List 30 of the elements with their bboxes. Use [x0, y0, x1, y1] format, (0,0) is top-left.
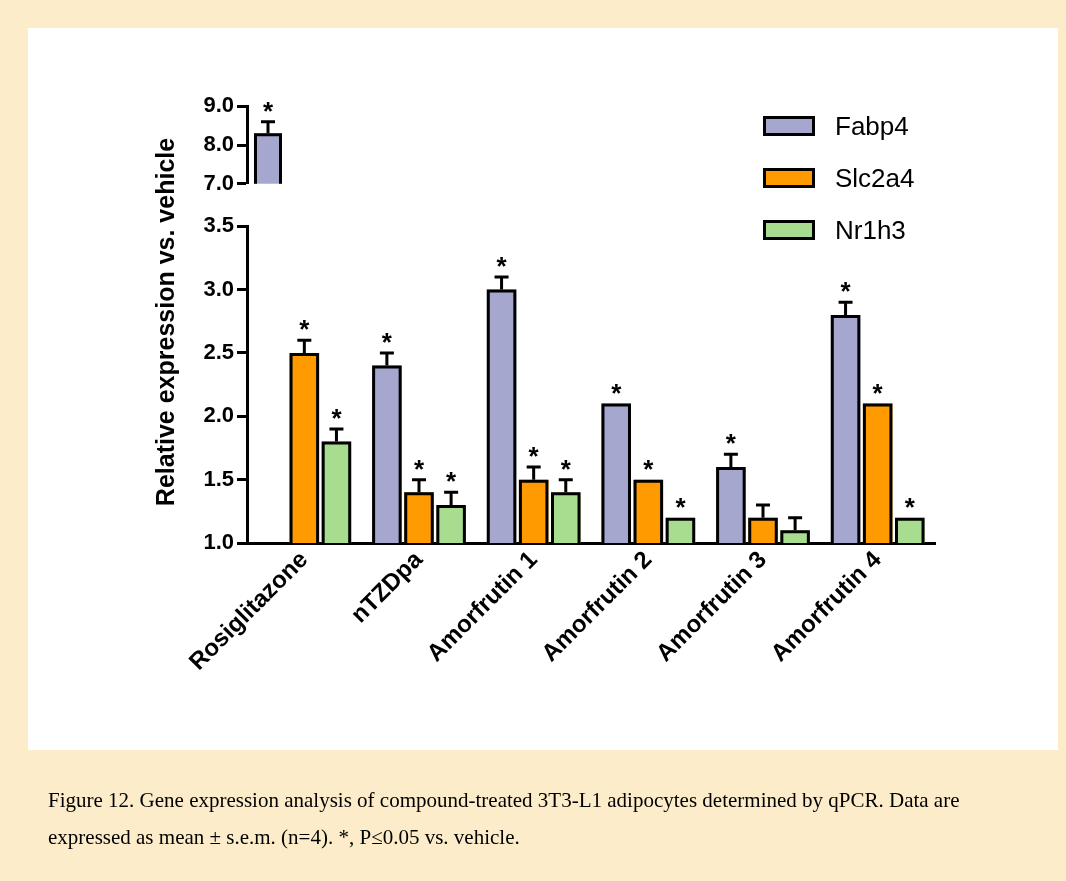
y-axis-title: Relative expression vs. vehicle — [150, 137, 180, 507]
y-tick-label: 3.5 — [203, 212, 234, 238]
data-label: * — [262, 95, 274, 126]
data-label: * — [496, 250, 508, 281]
data-label: * — [331, 402, 343, 433]
y-tick-label: 1.0 — [203, 529, 234, 555]
y-tick-label: 8.0 — [203, 131, 234, 157]
data-label: * — [840, 276, 852, 307]
legend-label: Slc2a4 — [835, 162, 915, 194]
y-tick-label: 7.0 — [203, 169, 234, 195]
data-label: * — [381, 326, 393, 357]
data-label: * — [611, 377, 623, 408]
data-label: * — [675, 491, 687, 522]
data-label: * — [904, 491, 916, 522]
data-label: * — [560, 453, 572, 484]
data-label: * — [872, 377, 884, 408]
data-label: * — [413, 453, 425, 484]
legend-label: Nr1h3 — [835, 214, 906, 246]
data-label: * — [643, 453, 655, 484]
y-tick-label: 1.5 — [203, 465, 234, 491]
data-label: * — [446, 466, 458, 497]
y-tick-label: 2.0 — [203, 402, 234, 428]
caption: Figure 12. Gene expression analysis of compound-treated 3T3-L1 adipocytes determined by qPCR. Data are expressed as mean ± s.e.m. (n=4). *, P≤0.05 vs. vehicle. — [48, 787, 961, 851]
y-tick-label: 9.0 — [203, 92, 234, 118]
data-label: * — [528, 440, 540, 471]
legend-label: Fabp4 — [835, 110, 909, 142]
data-label: * — [725, 428, 737, 459]
y-tick-label: 2.5 — [203, 338, 234, 364]
y-tick-label: 3.0 — [203, 275, 234, 301]
data-label: * — [299, 314, 311, 345]
